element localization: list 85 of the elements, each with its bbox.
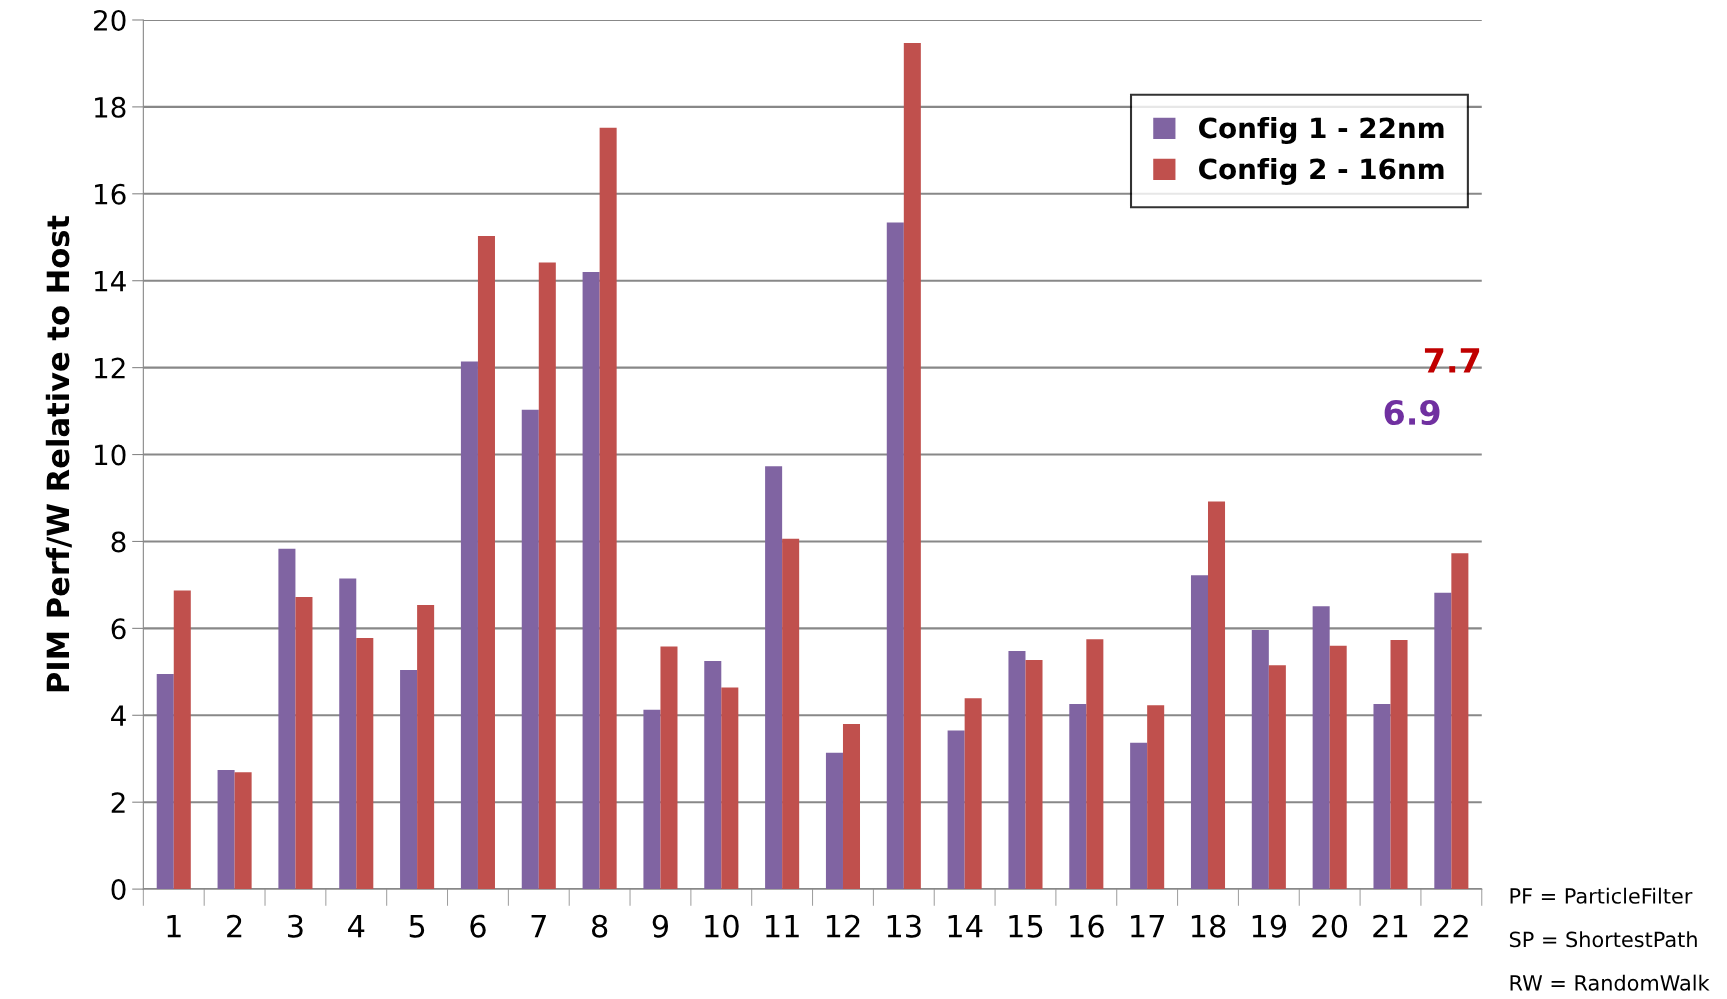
bar xyxy=(903,43,921,890)
bar xyxy=(643,709,661,890)
y-tick-label: 6 xyxy=(111,618,126,640)
annotation: 7.7 xyxy=(1424,348,1480,373)
bar xyxy=(599,127,617,890)
bar xyxy=(1268,665,1286,890)
x-tick-label: 2 xyxy=(227,914,242,938)
bar xyxy=(417,604,435,890)
bar xyxy=(704,660,722,890)
x-tick-label: 4 xyxy=(348,915,365,938)
bar xyxy=(1069,703,1087,890)
bar xyxy=(1434,592,1452,890)
x-tick-label: 18 xyxy=(1191,914,1226,938)
bar xyxy=(521,409,539,890)
x-tick-label: 16 xyxy=(1070,914,1104,938)
y-tick-label: 12 xyxy=(95,357,125,379)
bar xyxy=(1008,650,1026,890)
x-tick-label: 17 xyxy=(1131,915,1164,938)
bar xyxy=(947,730,965,890)
text: SP = ShortestPath xyxy=(1509,931,1697,948)
legend-label: Config 2 - 16nm xyxy=(1199,157,1444,186)
bar xyxy=(721,687,739,890)
bar xyxy=(339,578,357,890)
x-tick-label: 12 xyxy=(826,914,860,938)
bar xyxy=(582,272,600,890)
bar xyxy=(1373,703,1391,890)
x-tick-label: 7 xyxy=(531,915,546,938)
y-tick-label: 2 xyxy=(111,792,125,813)
bar xyxy=(1251,630,1269,890)
x-tick-label: 3 xyxy=(288,914,303,938)
bar xyxy=(356,637,374,890)
bar xyxy=(460,361,478,890)
text: PF = ParticleFilter xyxy=(1510,887,1693,904)
bar xyxy=(660,646,678,890)
bar xyxy=(1025,660,1043,890)
y-tick-label: 0 xyxy=(111,879,126,901)
x-tick-label: 11 xyxy=(766,915,799,938)
bar xyxy=(1190,575,1208,890)
bar xyxy=(278,548,296,890)
bar xyxy=(400,670,418,890)
x-tick-label: 21 xyxy=(1373,914,1408,938)
bar xyxy=(1147,705,1165,890)
x-tick-label: 15 xyxy=(1009,915,1043,938)
bar xyxy=(295,597,313,890)
bar xyxy=(477,235,495,890)
bar xyxy=(234,772,252,890)
x-tick-label: 8 xyxy=(591,914,608,938)
bar xyxy=(825,752,843,890)
x-tick-label: 19 xyxy=(1252,914,1287,938)
x-tick-label: 22 xyxy=(1434,914,1468,938)
bar xyxy=(765,466,783,890)
bar xyxy=(1130,742,1148,890)
bar xyxy=(842,723,861,890)
x-tick-label: 10 xyxy=(705,914,739,938)
bar xyxy=(1086,639,1104,890)
bar xyxy=(964,698,982,890)
bar xyxy=(156,674,174,890)
x-tick-label: 1 xyxy=(167,915,181,938)
y-tick-label: 16 xyxy=(95,183,126,205)
bar xyxy=(886,222,904,890)
bar xyxy=(1451,553,1469,890)
annotation: 6.9 xyxy=(1384,399,1440,426)
bar xyxy=(1208,501,1226,890)
legend-label: Config 1 - 22nm xyxy=(1199,116,1444,145)
x-tick-label: 20 xyxy=(1312,914,1348,938)
x-tick-label: 14 xyxy=(948,915,983,938)
bar xyxy=(782,538,800,890)
bar xyxy=(217,770,235,890)
text: RW = RandomWalk xyxy=(1510,974,1710,991)
bar xyxy=(1312,606,1330,890)
y-tick-label: 4 xyxy=(111,705,126,726)
bar xyxy=(538,262,556,890)
bar xyxy=(1390,640,1408,890)
x-tick-label: 6 xyxy=(470,914,486,938)
y-tick-label: 14 xyxy=(95,271,126,292)
y-tick-label: 8 xyxy=(111,531,126,553)
y-axis-title: PIM Perf/W Relative to Host xyxy=(45,215,72,692)
y-tick-label: 18 xyxy=(95,96,126,118)
y-tick-label: 10 xyxy=(95,444,126,466)
bar xyxy=(173,590,191,890)
x-tick-label: 9 xyxy=(652,914,669,938)
y-tick-label: 20 xyxy=(94,9,126,31)
x-tick-label: 5 xyxy=(409,915,425,938)
x-tick-label: 13 xyxy=(887,914,921,938)
bar xyxy=(1329,645,1347,890)
